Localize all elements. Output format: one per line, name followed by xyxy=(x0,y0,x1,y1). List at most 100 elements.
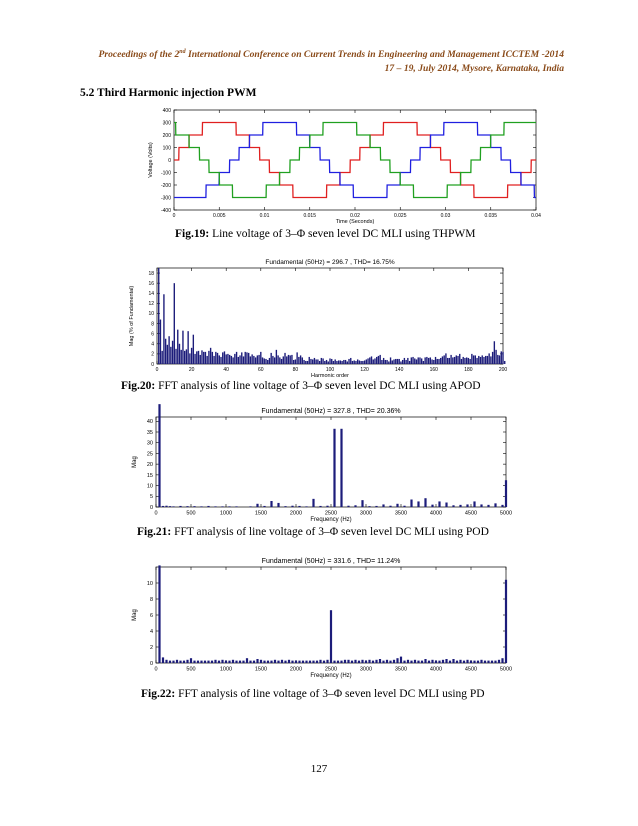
x-tick-label: 1000 xyxy=(220,511,232,517)
harmonic-bar xyxy=(400,361,402,364)
harmonic-bar xyxy=(260,351,262,364)
spectrum-bar xyxy=(427,660,431,663)
harmonic-bar xyxy=(166,344,169,364)
harmonic-bar xyxy=(249,356,252,364)
x-tick-label: 100 xyxy=(326,367,335,373)
x-tick-label: 2500 xyxy=(325,511,337,517)
spectrum-bar xyxy=(501,504,504,507)
harmonic-bar xyxy=(465,357,468,364)
spectrum-bar xyxy=(420,660,424,663)
harmonic-bar xyxy=(491,351,494,364)
harmonic-bar xyxy=(384,359,387,364)
x-tick-label: 60 xyxy=(258,367,264,373)
harmonic-bar xyxy=(459,353,461,364)
harmonic-bar xyxy=(376,356,378,364)
spectrum-bar xyxy=(466,504,469,507)
spectrum-bar xyxy=(431,504,434,507)
x-tick-label: 0.005 xyxy=(213,213,226,219)
spectrum-bar xyxy=(340,428,343,507)
spectrum-bar xyxy=(476,660,480,663)
harmonic-bar xyxy=(433,359,435,364)
spectrum-bar xyxy=(172,660,175,663)
harmonic-bar xyxy=(415,359,418,364)
harmonic-bar xyxy=(320,357,323,364)
spectrum-bar xyxy=(228,660,231,663)
spectrum-bar xyxy=(452,505,455,507)
x-tick-label: 4000 xyxy=(430,511,442,517)
y-tick-label: -400 xyxy=(161,208,171,214)
spectrum-bar xyxy=(459,504,462,507)
harmonic-bar xyxy=(239,355,241,364)
harmonic-bar xyxy=(183,350,186,364)
harmonic-bar xyxy=(277,355,279,364)
spectrum-bar xyxy=(312,498,315,507)
spectrum-bar xyxy=(347,659,350,663)
harmonic-bar xyxy=(305,360,307,364)
harmonic-bar xyxy=(222,352,224,364)
y-tick-label: 10 xyxy=(148,311,154,317)
spectrum-bar xyxy=(179,505,182,507)
y-tick-label: 2 xyxy=(151,352,154,358)
spectrum-bar xyxy=(396,658,399,663)
spectrum-bar xyxy=(249,660,252,663)
spectrum-bar xyxy=(193,660,196,663)
spectrum-bar xyxy=(361,500,364,507)
spectrum-bar xyxy=(378,659,382,663)
harmonic-bar xyxy=(213,355,215,364)
harmonic-bar xyxy=(343,359,345,364)
y-tick-label: 400 xyxy=(163,108,172,114)
harmonic-bar xyxy=(355,360,357,364)
figure-text-19: Line voltage of 3–Φ seven level DC MLI u… xyxy=(209,228,476,240)
plot-frame xyxy=(156,267,504,365)
header-line-1-pre: Proceedings of the 2 xyxy=(98,49,180,60)
spectrum-bar xyxy=(175,659,179,663)
harmonic-bar xyxy=(412,356,414,364)
harmonic-bar xyxy=(223,351,226,364)
spectrum-bar xyxy=(193,506,196,507)
spectrum-bar xyxy=(315,660,319,663)
x-tick-label: 4500 xyxy=(465,511,477,517)
harmonic-bar xyxy=(486,355,489,364)
header-line-1-sup: nd xyxy=(179,48,186,55)
harmonic-bar xyxy=(495,349,497,364)
harmonic-bar xyxy=(246,352,248,364)
spectrum-bar xyxy=(168,506,172,507)
spectrum-bar xyxy=(417,660,420,663)
harmonic-bar xyxy=(275,349,278,364)
harmonic-bar xyxy=(279,357,281,364)
harmonic-bar xyxy=(291,354,293,364)
harmonic-bar xyxy=(374,358,376,364)
spectrum-bar xyxy=(424,498,427,507)
spectrum-bar xyxy=(249,506,252,507)
spectrum-bar xyxy=(333,660,336,663)
spectrum-bar xyxy=(270,501,273,507)
harmonic-bar xyxy=(331,358,333,364)
harmonic-bar xyxy=(220,356,222,364)
harmonic-bar xyxy=(204,351,207,364)
harmonic-bar xyxy=(234,353,236,364)
harmonic-bar xyxy=(438,358,440,364)
spectrum-bar xyxy=(326,505,329,507)
harmonic-bar xyxy=(427,357,430,364)
spectrum-bar xyxy=(305,660,308,663)
harmonic-bar xyxy=(353,360,355,364)
x-axis-label: Time (Seconds) xyxy=(336,219,375,225)
harmonic-bar xyxy=(350,357,352,364)
figure-caption-22: Fig.22: FFT analysis of line voltage of … xyxy=(141,688,485,700)
harmonic-bar xyxy=(306,360,309,364)
harmonic-bar xyxy=(303,359,305,364)
harmonic-bar xyxy=(386,359,388,364)
harmonic-bar xyxy=(182,330,184,364)
harmonic-bar xyxy=(488,353,490,364)
harmonic-bar xyxy=(215,351,217,364)
harmonic-bar xyxy=(382,357,385,364)
spectrum-bar xyxy=(434,660,438,663)
harmonic-bar xyxy=(253,355,255,364)
spectrum-bar xyxy=(252,660,256,663)
harmonic-bar xyxy=(472,355,475,364)
harmonic-bar xyxy=(177,329,179,364)
harmonic-bar xyxy=(287,354,290,364)
harmonic-bar xyxy=(452,357,454,364)
spectrum-bar xyxy=(361,659,364,663)
harmonic-bar xyxy=(242,356,245,364)
